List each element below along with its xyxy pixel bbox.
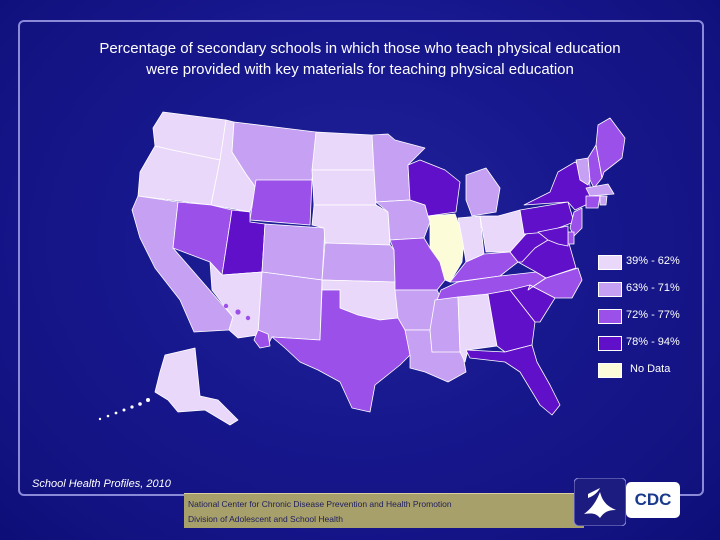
legend-swatch [598, 336, 622, 351]
hawaii-island [223, 303, 229, 309]
cdc-logo: CDC [626, 482, 680, 518]
state-SC [509, 284, 556, 323]
title-line-1: Percentage of secondary schools in which… [99, 40, 621, 57]
state-ME [595, 117, 626, 179]
legend-swatch [598, 363, 622, 378]
map-title: Percentage of secondary schools in which… [20, 38, 700, 80]
legend-item: No Data [598, 362, 698, 389]
state-SD [311, 169, 377, 206]
legend-label: 39% - 62% [626, 255, 680, 267]
hawaii-island [245, 315, 251, 321]
state-AK [154, 347, 239, 426]
legend-swatch [598, 255, 622, 270]
state-HI [253, 329, 271, 349]
hhs-eagle-logo [574, 478, 626, 526]
state-MO [389, 237, 446, 291]
cdc-logo-text: CDC [634, 490, 672, 509]
aleutian-island [98, 417, 102, 421]
state-MD [537, 225, 569, 247]
aleutian-island [106, 414, 110, 418]
state-MA [585, 183, 615, 197]
footer-division-name: Division of Adolescent and School Health [188, 514, 343, 524]
state-TX [271, 289, 411, 413]
state-KS [321, 242, 396, 283]
state-CT [585, 195, 601, 209]
state-CO [261, 223, 326, 281]
footer-center-name: National Center for Chronic Disease Prev… [188, 499, 452, 509]
hawaii-island [235, 309, 241, 315]
legend-swatch [598, 282, 622, 297]
legend-item: 63% - 71% [598, 281, 698, 308]
aleutian-island [146, 398, 150, 402]
footer-bar: National Center for Chronic Disease Prev… [184, 493, 584, 528]
legend-label: No Data [630, 363, 671, 375]
legend-swatch [598, 309, 622, 324]
state-WY [249, 179, 313, 226]
state-VT [575, 157, 591, 186]
legend-item: 72% - 77% [598, 308, 698, 335]
state-FL [465, 344, 561, 416]
state-ND [311, 131, 375, 171]
state-MS [429, 296, 461, 353]
source-citation: School Health Profiles, 2010 [32, 478, 171, 490]
state-DE [567, 231, 575, 245]
legend: 39% - 62% 63% - 71% 72% - 77% 78% - 94% … [598, 254, 698, 389]
state-WI [407, 159, 461, 217]
legend-item: 78% - 94% [598, 335, 698, 362]
state-NJ [569, 207, 583, 237]
aleutian-island [122, 408, 126, 412]
legend-label: 72% - 77% [626, 309, 680, 321]
title-line-2: were provided with key materials for tea… [146, 61, 574, 78]
state-MI [465, 167, 501, 217]
aleutian-island [138, 402, 142, 406]
legend-label: 78% - 94% [626, 336, 680, 348]
aleutian-island [114, 411, 118, 415]
aleutian-island [130, 405, 134, 409]
state-NH [587, 144, 603, 189]
legend-item: 39% - 62% [598, 254, 698, 281]
legend-label: 63% - 71% [626, 282, 680, 294]
state-RI [599, 195, 608, 206]
